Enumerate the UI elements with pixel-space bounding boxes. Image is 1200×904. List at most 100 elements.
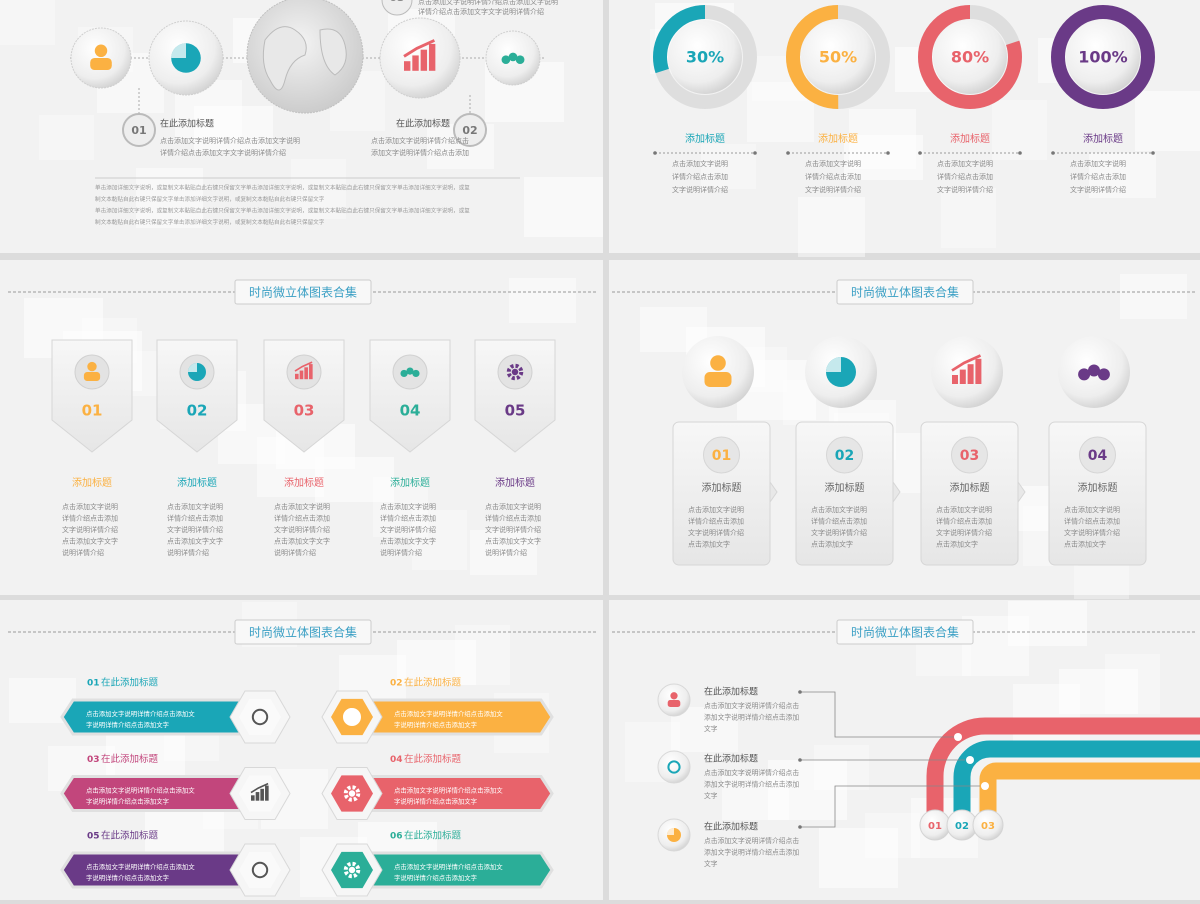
connector [800, 691, 954, 738]
item-number: 03 [294, 402, 315, 420]
card-arrow [769, 480, 778, 504]
background-tile [1135, 91, 1200, 151]
item-number: 02 [187, 402, 208, 420]
icon [952, 375, 958, 384]
background-tile [1013, 684, 1080, 744]
description-line: 点击添加文字说明 [936, 505, 992, 514]
description-line: 文字 [704, 724, 718, 733]
number-badge [826, 436, 863, 474]
icon [188, 363, 197, 372]
dot [1018, 151, 1022, 155]
icon [260, 788, 264, 801]
icon [343, 861, 361, 879]
number-badge [703, 436, 740, 474]
description-line: 点击添加文字说明 [937, 159, 993, 168]
description-line: 详情介绍点击添加文字文字说明详情介绍 [418, 7, 544, 16]
item-number: 01 [82, 402, 103, 420]
item-title: 在此添加标题 [396, 118, 450, 130]
background-tile [722, 775, 789, 820]
icon [959, 369, 966, 384]
description-line: 点击添加文字说明详情介绍点击 [704, 701, 799, 710]
description-line: 详情介绍点击添加 [1064, 517, 1120, 526]
description-line: 说明详情介绍 [167, 548, 209, 557]
header-box [836, 279, 974, 305]
item-title: 添加标题 [825, 481, 865, 494]
background-tile [194, 106, 273, 151]
description-line: 点击添加文字说明详情介绍点击添加文字说明 [160, 136, 300, 145]
description-line: 字说明详情介绍点击添加文字 [394, 720, 477, 729]
slide-title: 时尚微立体图表合集 [851, 625, 959, 640]
description-line: 说明详情介绍 [380, 548, 422, 557]
icon [1078, 368, 1091, 381]
description-line: 详情介绍点击添加 [1070, 172, 1126, 181]
description-line: 详情介绍点击添加 [485, 514, 541, 523]
description-line: 点击添加文字说明详情介绍点击添加文 [86, 786, 195, 795]
description-line: 文字说明详情介绍 [672, 185, 728, 194]
slide-title: 时尚微立体图表合集 [249, 625, 357, 640]
card [263, 339, 345, 453]
background-tile [291, 159, 346, 219]
card [474, 339, 556, 453]
card [156, 339, 238, 453]
item-title: 添加标题 [685, 132, 725, 145]
description-line: 详情介绍点击添加文字文字说明详情介绍 [160, 148, 286, 157]
ring-value [918, 5, 1022, 109]
item-title: 添加标题 [1078, 481, 1118, 494]
description-line: 字说明详情介绍点击添加文字 [86, 873, 169, 882]
number-badge [453, 113, 487, 147]
description-line: 点击添加文字说明 [672, 159, 728, 168]
icon [515, 55, 525, 65]
description-line: 点击添加文字文字 [62, 537, 118, 546]
icon [348, 866, 356, 874]
item-title: 添加标题 [818, 132, 858, 145]
road [979, 762, 1200, 820]
description-line: 点击添加文字说明详情介绍点击 [371, 136, 469, 145]
description-line: 文字说明详情介绍 [1070, 185, 1126, 194]
description-line: 文字说明详情介绍 [1064, 528, 1120, 537]
dot [653, 151, 657, 155]
item-title: 添加标题 [177, 476, 217, 489]
icon [90, 58, 112, 70]
item-title: 在此添加标题 [101, 677, 159, 689]
item-title: 在此添加标题 [704, 753, 758, 765]
icon [251, 795, 255, 801]
item-title: 添加标题 [950, 132, 990, 145]
description-line: 文字说明详情介绍 [688, 528, 744, 537]
slide-title: 时尚微立体图表合集 [851, 285, 959, 300]
icon [667, 760, 681, 774]
icon [304, 367, 308, 380]
item-title: 在此添加标题 [404, 677, 462, 689]
description-line: 点击添加文字说明详情介绍点击添加文 [86, 709, 195, 718]
ring-inner [933, 20, 1007, 94]
icon [710, 355, 726, 371]
icon [412, 369, 420, 378]
ring-inner [668, 20, 742, 94]
icon [667, 700, 681, 707]
description-line: 点击添加文字说明详情介绍点击添加文 [394, 862, 503, 871]
icon [294, 361, 313, 372]
icon [343, 708, 352, 717]
icon [348, 790, 356, 797]
background-tile [412, 510, 467, 570]
icon [404, 61, 411, 71]
globe-land [262, 26, 347, 91]
description-line: 文字说明详情介绍 [805, 185, 861, 194]
icon [412, 55, 419, 71]
description-line: 详情介绍点击添加 [805, 172, 861, 181]
dot [753, 151, 757, 155]
item-title: 在此添加标题 [404, 830, 462, 842]
dot [798, 690, 802, 694]
icon [265, 785, 269, 801]
description-line: 详情介绍点击添加 [380, 514, 436, 523]
description-line: 点击添加文字文字 [485, 537, 541, 546]
description-line: 点击添加文字 [1064, 540, 1106, 549]
item-title: 在此添加标题 [160, 118, 214, 130]
description-line: 文字 [704, 791, 718, 800]
description-line: 详情介绍点击添加 [672, 172, 728, 181]
ring-value [653, 5, 757, 109]
description-line: 字说明详情介绍点击添加文字 [86, 797, 169, 806]
background-tile [701, 144, 756, 189]
description-line: 详情介绍点击添加 [937, 172, 993, 181]
ring-label: 80% [951, 48, 989, 67]
